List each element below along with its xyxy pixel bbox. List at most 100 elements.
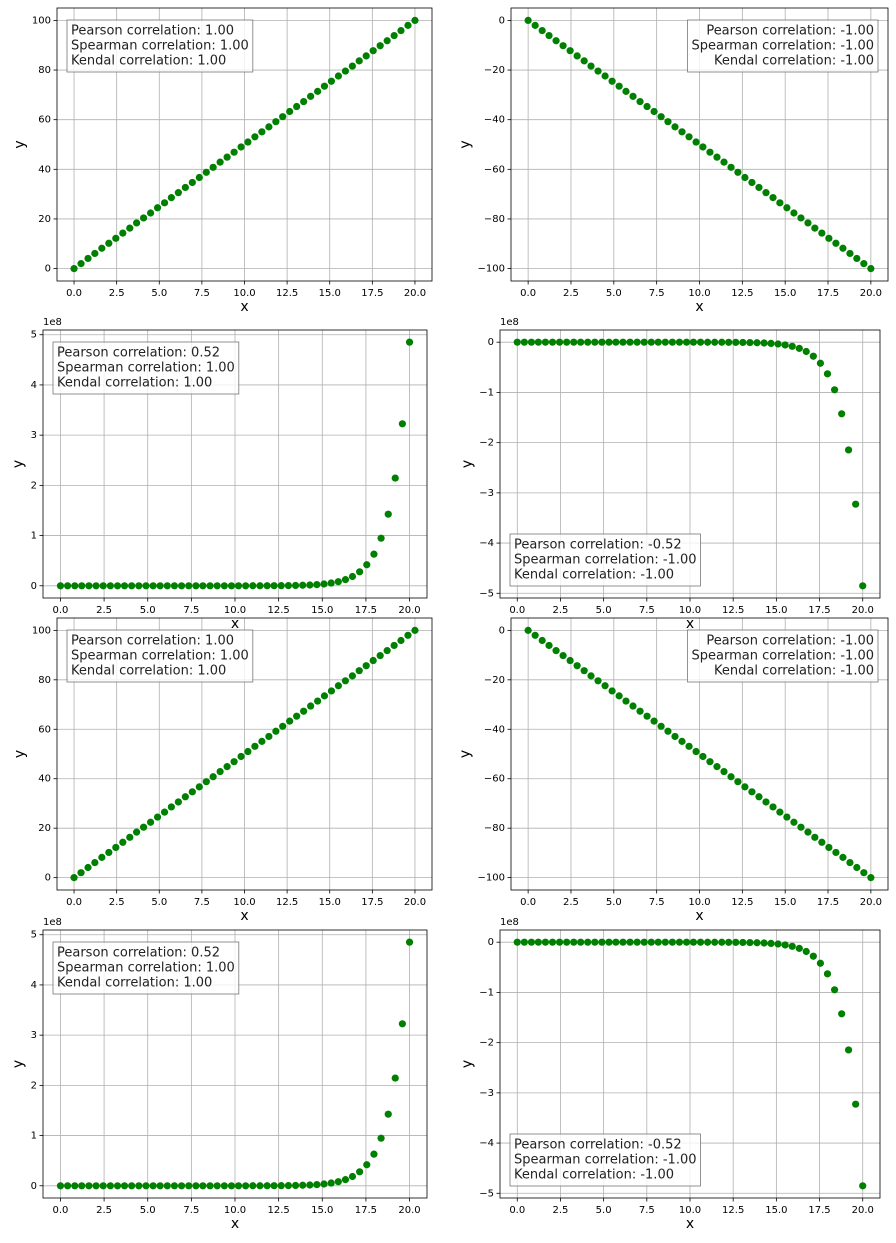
- y-tick-label: −80: [484, 214, 505, 225]
- y-tick-label: 0: [499, 15, 505, 26]
- x-tick-label: 0.0: [53, 605, 69, 616]
- point: [838, 410, 846, 418]
- x-tick-label: 20.0: [404, 288, 426, 299]
- y-tick-label: −80: [484, 823, 505, 834]
- axes-frame: [56, 617, 433, 891]
- point: [106, 582, 114, 590]
- point: [832, 239, 840, 247]
- x-tick-label: 17.5: [355, 605, 377, 616]
- point: [520, 938, 528, 946]
- point: [369, 47, 377, 55]
- x-tick-label: 12.5: [731, 897, 753, 908]
- point: [531, 21, 539, 29]
- point: [135, 1182, 143, 1190]
- y-tick-label: −5: [479, 588, 494, 599]
- x-tick-label: 0.0: [509, 1205, 525, 1216]
- y-tick-label: 0: [31, 581, 37, 592]
- point: [591, 338, 599, 346]
- y-tick-label: 2: [31, 1080, 37, 1091]
- point: [689, 938, 698, 946]
- point: [377, 1134, 385, 1142]
- point: [615, 82, 623, 90]
- point: [177, 1182, 186, 1190]
- point: [811, 833, 819, 841]
- point: [227, 582, 236, 590]
- point: [133, 219, 141, 227]
- point: [258, 128, 266, 136]
- annotation-box: [509, 1133, 701, 1187]
- point: [334, 578, 342, 586]
- point: [120, 582, 129, 590]
- point: [664, 727, 672, 735]
- point: [405, 338, 414, 346]
- axes-frame: [499, 329, 881, 599]
- point: [809, 952, 817, 960]
- point: [70, 874, 78, 882]
- y-tick-label: −3: [479, 488, 494, 499]
- annotation: Kendal correlation: 1.00: [71, 664, 226, 679]
- annotation: Pearson correlation: -0.52: [514, 538, 682, 553]
- point: [629, 702, 637, 710]
- x-tick-label: 12.5: [268, 1205, 290, 1216]
- y-offset-label: 1e8: [43, 917, 62, 928]
- annotation: Kendal correlation: -1.00: [714, 54, 874, 69]
- x-tick-label: 0.0: [66, 897, 82, 908]
- point: [376, 651, 384, 660]
- point: [594, 67, 602, 75]
- point: [682, 938, 691, 946]
- y-tick-label: 60: [38, 115, 51, 126]
- point: [527, 938, 536, 946]
- annotation-box: [66, 19, 254, 73]
- x-tick-label: 12.5: [268, 605, 290, 616]
- point: [92, 1182, 100, 1190]
- point: [559, 42, 567, 50]
- y-tick-label: 0: [488, 337, 494, 348]
- point: [139, 823, 148, 831]
- x-tick-label: 2.5: [553, 605, 569, 616]
- y-tick-label: 5: [31, 330, 37, 341]
- point: [153, 204, 162, 212]
- x-tick-label: 15.0: [311, 605, 333, 616]
- point: [839, 244, 847, 252]
- x-axis-label: x: [686, 616, 694, 632]
- y-tick-label: −40: [484, 115, 505, 126]
- x-tick-label: 12.5: [276, 288, 298, 299]
- annotation: Kendal correlation: 1.00: [57, 976, 212, 991]
- point: [685, 742, 693, 750]
- x-tick-label: 10.0: [224, 605, 246, 616]
- y-axis-label: y: [11, 1060, 27, 1068]
- point: [704, 938, 712, 946]
- y-tick-label: −100: [478, 873, 505, 884]
- point: [732, 938, 740, 946]
- point: [725, 338, 733, 346]
- point: [153, 813, 162, 821]
- point: [767, 939, 775, 948]
- point: [216, 158, 224, 166]
- point: [320, 580, 328, 588]
- point: [664, 118, 672, 126]
- point: [230, 758, 238, 766]
- point: [99, 1182, 107, 1190]
- point: [313, 1180, 321, 1189]
- y-axis-label: y: [12, 750, 28, 758]
- point: [244, 747, 252, 756]
- point: [640, 338, 648, 346]
- y-offset-label: 1e8: [500, 917, 519, 928]
- point: [531, 631, 539, 639]
- annotation: Kendal correlation: -1.00: [714, 664, 874, 679]
- point: [119, 229, 127, 237]
- point: [249, 582, 257, 590]
- point: [299, 581, 307, 589]
- point: [706, 758, 714, 766]
- point: [852, 1100, 860, 1108]
- point: [348, 572, 357, 581]
- x-tick-label: 20.0: [852, 605, 874, 616]
- x-tick-label: 10.0: [233, 897, 255, 908]
- point: [548, 938, 557, 946]
- x-tick-label: 15.0: [319, 288, 341, 299]
- x-tick-label: 7.5: [649, 288, 665, 299]
- subplot: 0.0 2.5 5.0 7.5 10.0 12.5 15.0 17.5 20.0 0 20 40 60 8…: [12, 617, 433, 924]
- point: [77, 869, 85, 877]
- point: [601, 682, 609, 690]
- point: [725, 938, 733, 946]
